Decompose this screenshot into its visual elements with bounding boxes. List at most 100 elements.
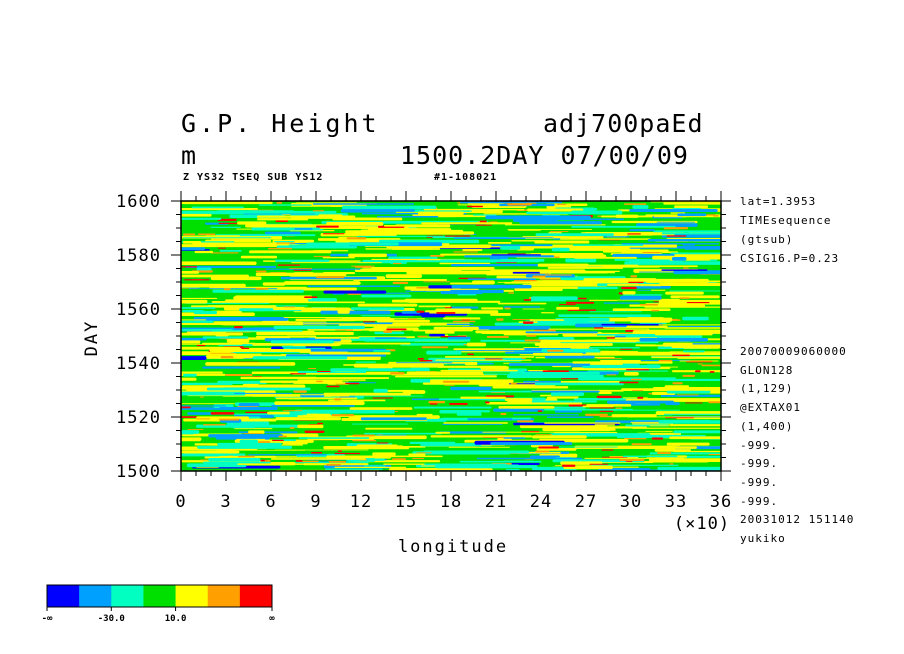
heatmap-cell — [451, 264, 553, 267]
heatmap-cell — [444, 384, 455, 386]
side-info-line: @EXTAX01 — [740, 401, 801, 415]
heatmap-cell — [565, 258, 597, 263]
heatmap-cell — [275, 397, 358, 400]
heatmap-cell — [364, 432, 442, 435]
heatmap-cell — [282, 410, 303, 412]
heatmap-cell — [298, 437, 370, 439]
heatmap-cell — [452, 320, 476, 323]
side-info-line: TIMEsequence — [740, 214, 832, 227]
heatmap-cell — [571, 225, 676, 228]
heatmap-cell — [317, 422, 323, 425]
heatmap-cell — [492, 386, 569, 389]
heatmap-cell — [541, 280, 567, 284]
heatmap-cell — [312, 203, 414, 205]
heatmap-cell — [203, 424, 226, 426]
heatmap-cell — [416, 413, 433, 416]
heatmap-cell — [547, 266, 624, 269]
heatmap-cell — [621, 243, 719, 245]
heatmap-cell — [351, 423, 409, 425]
heatmap-cell — [316, 370, 331, 373]
heatmap-cell — [527, 208, 584, 212]
heatmap-cell — [442, 380, 470, 383]
heatmap-cell — [374, 337, 407, 340]
y-tick-label: 1540 — [116, 354, 161, 374]
heatmap-cell — [181, 261, 257, 266]
heatmap-cell — [274, 331, 328, 335]
heatmap-cell — [521, 390, 600, 393]
heatmap-cell — [217, 218, 237, 221]
heatmap-cell — [421, 346, 449, 349]
heatmap-cell — [218, 418, 240, 421]
heatmap-cell — [181, 340, 201, 344]
heatmap-cell — [400, 343, 468, 346]
heatmap-cell — [652, 255, 721, 260]
heatmap-cell — [549, 230, 569, 232]
heatmap-cell — [297, 460, 319, 463]
heatmap-cell — [406, 270, 504, 275]
heatmap-cell — [385, 274, 422, 279]
heatmap-cell — [664, 327, 721, 329]
heatmap-cell — [475, 224, 492, 226]
heatmap-cell — [635, 344, 656, 347]
heatmap-cell — [466, 205, 484, 208]
heatmap-cell — [459, 201, 563, 204]
heatmap-cell — [258, 204, 312, 206]
heatmap-cell — [181, 437, 202, 441]
heatmap-cell — [276, 201, 283, 204]
heatmap-cell — [295, 318, 356, 322]
heatmap-cell — [275, 220, 289, 222]
heatmap-cell — [596, 395, 622, 399]
heatmap-cell — [181, 320, 214, 323]
heatmap-cell — [422, 382, 510, 385]
heatmap-cell — [267, 394, 364, 396]
heatmap-cell — [264, 231, 301, 235]
heatmap-cell — [622, 455, 678, 458]
heatmap-cell — [256, 215, 356, 218]
heatmap-cell — [601, 456, 628, 458]
heatmap-cell — [623, 371, 639, 376]
heatmap-cell — [682, 350, 705, 353]
heatmap-cell — [589, 299, 618, 301]
heatmap-cell — [486, 335, 509, 338]
heatmap-cell — [658, 359, 673, 362]
side-info-line: GLON128 — [740, 363, 794, 377]
heatmap-cell — [181, 319, 207, 321]
heatmap-cell — [307, 285, 401, 287]
heatmap-cell — [661, 269, 708, 271]
heatmap-cell — [627, 233, 641, 235]
heatmap-cell — [219, 250, 242, 252]
heatmap-cell — [525, 331, 598, 334]
heatmap-cell — [244, 383, 259, 385]
heatmap-cell — [449, 403, 468, 405]
heatmap-cell — [193, 310, 217, 315]
heatmap-cell — [418, 468, 465, 470]
heatmap-cell — [215, 234, 316, 237]
heatmap-cell — [632, 330, 721, 334]
heatmap-cell — [516, 246, 535, 251]
x-tick-label: 21 — [485, 492, 507, 512]
heatmap-cell — [674, 205, 709, 208]
heatmap-cell — [466, 342, 487, 347]
heatmap-cell — [534, 342, 613, 346]
heatmap-cell — [565, 301, 595, 304]
heatmap-cell — [426, 350, 462, 355]
heatmap-cell — [362, 321, 376, 323]
heatmap-cell — [356, 444, 398, 448]
heatmap-cell — [297, 370, 367, 374]
heatmap-cell — [270, 340, 334, 344]
heatmap-cell — [240, 255, 278, 259]
heatmap-cell — [652, 387, 721, 391]
heatmap-cell — [429, 333, 445, 337]
heatmap-cell — [713, 215, 719, 217]
heatmap-cell — [534, 240, 590, 244]
heatmap-cell — [385, 445, 403, 447]
heatmap-cell — [490, 442, 573, 446]
side-info-line: -999. — [740, 475, 779, 489]
heatmap-cell — [373, 325, 388, 328]
heatmap-cell — [216, 210, 295, 215]
heatmap-cell — [203, 461, 271, 464]
heatmap-cell — [316, 225, 339, 228]
heatmap-cell — [223, 288, 231, 291]
heatmap-cell — [589, 407, 615, 409]
heatmap-cell — [326, 464, 342, 466]
